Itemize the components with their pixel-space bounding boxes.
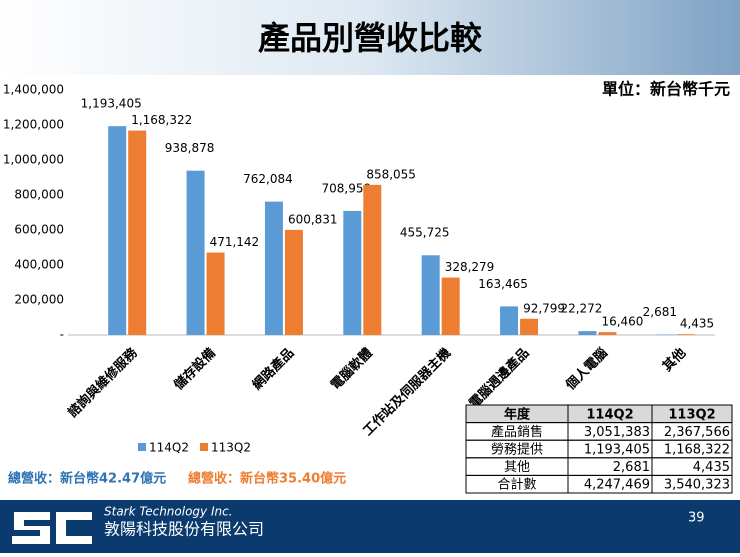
data-label: 4,435 — [680, 317, 714, 331]
bar — [598, 332, 616, 335]
table-text: 4,247,469 — [584, 478, 650, 493]
data-label: 471,142 — [210, 235, 260, 249]
y-tick-label: 400,000 — [14, 258, 64, 272]
page-number: 39 — [688, 511, 705, 526]
total-113: 總營收：新台幣35.40億元 — [188, 471, 346, 487]
data-label: 92,799 — [523, 301, 565, 315]
table-text: 勞務提供 — [491, 442, 543, 458]
table-text: 3,540,323 — [664, 478, 730, 493]
y-tick-label: 1,400,000 — [3, 83, 64, 97]
legend-label: 114Q2 — [149, 441, 189, 455]
table-text: 114Q2 — [586, 407, 633, 422]
data-label: 762,084 — [243, 172, 293, 186]
chart-title: 產品別營收比較 — [258, 19, 483, 57]
table-text: 其他 — [504, 460, 530, 475]
bar — [207, 253, 225, 335]
bar — [363, 185, 381, 335]
company-en: Stark Technology Inc. — [104, 505, 233, 519]
table-text: 2,367,566 — [664, 425, 730, 440]
data-label: 858,055 — [366, 167, 416, 181]
y-tick-label: 800,000 — [14, 188, 64, 202]
table-text: 4,435 — [693, 460, 730, 475]
table-text: 113Q2 — [668, 407, 715, 422]
table-text: 產品銷售 — [491, 424, 543, 440]
bar — [265, 202, 283, 335]
bar — [500, 306, 518, 335]
table-text: 3,051,383 — [584, 425, 650, 440]
data-label: 328,279 — [445, 260, 495, 274]
bar — [128, 131, 146, 335]
bar — [677, 334, 695, 335]
data-label: 1,193,405 — [81, 97, 142, 111]
y-tick-label: 1,000,000 — [3, 153, 64, 167]
data-label: 2,681 — [643, 305, 677, 319]
bar — [578, 331, 596, 335]
data-label: 1,168,322 — [131, 113, 192, 127]
y-tick-label: - — [60, 328, 64, 342]
data-label: 600,831 — [288, 212, 338, 226]
data-label: 163,465 — [478, 277, 528, 291]
y-tick-label: 200,000 — [14, 293, 64, 307]
legend-swatch — [200, 443, 208, 451]
table-text: 1,168,322 — [664, 443, 730, 458]
table-text: 合計數 — [497, 477, 536, 493]
data-label: 22,272 — [560, 302, 602, 316]
bar — [442, 278, 460, 335]
legend-swatch — [138, 443, 146, 451]
table-text: 2,681 — [613, 460, 650, 475]
bar — [520, 319, 538, 335]
table-text: 年度 — [504, 406, 531, 422]
total-114: 總營收：新台幣42.47億元 — [8, 471, 166, 487]
data-label: 938,878 — [165, 141, 215, 155]
data-label: 16,460 — [601, 315, 643, 329]
y-tick-label: 600,000 — [14, 223, 64, 237]
bar — [108, 126, 126, 335]
bar — [285, 230, 303, 335]
bar — [187, 171, 205, 335]
table-text: 1,193,405 — [584, 443, 650, 458]
data-label: 455,725 — [400, 226, 450, 240]
y-tick-label: 1,200,000 — [3, 118, 64, 132]
legend-label: 113Q2 — [211, 441, 251, 455]
unit-note: 單位：新台幣千元 — [602, 80, 730, 99]
bar — [343, 211, 361, 335]
company-zh: 敦陽科技股份有限公司 — [104, 520, 264, 539]
bar — [422, 255, 440, 335]
